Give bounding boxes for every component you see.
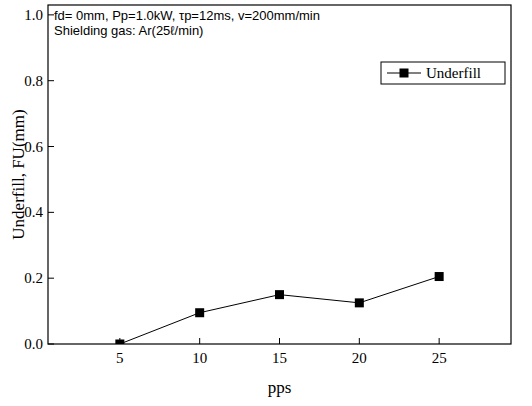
legend-box <box>381 62 505 84</box>
marker <box>435 272 444 281</box>
y-tick-label: 1.0 <box>24 7 43 23</box>
annotation: Shielding gas: Ar(25ℓ/min) <box>54 23 203 38</box>
y-tick <box>48 146 54 147</box>
annotation: fd= 0mm, Pp=1.0kW, τp=12ms, v=200mm/min <box>54 8 320 23</box>
x-tick-label: 15 <box>272 350 287 366</box>
y-tick <box>48 80 54 81</box>
legend-label: Underfill <box>426 65 481 81</box>
y-tick <box>48 344 54 345</box>
y-tick <box>48 212 54 213</box>
chart: 5101520250.00.20.40.60.81.0ppsUnderfill,… <box>0 0 532 406</box>
x-tick-label: 10 <box>192 350 207 366</box>
x-tick-label: 5 <box>116 350 124 366</box>
x-tick <box>359 338 360 344</box>
x-tick <box>199 338 200 344</box>
y-tick-label: 0.0 <box>24 336 43 352</box>
x-tick-label: 25 <box>432 350 447 366</box>
plot-frame <box>48 5 511 344</box>
x-tick <box>439 338 440 344</box>
y-axis-label: Underfill, FU(mm) <box>9 109 28 239</box>
legend-marker <box>400 69 409 78</box>
marker <box>355 298 364 307</box>
marker <box>115 340 124 345</box>
y-tick-label: 0.8 <box>24 73 43 89</box>
x-axis-label: pps <box>268 378 292 397</box>
x-tick-label: 20 <box>352 350 367 366</box>
marker <box>275 290 284 299</box>
y-tick <box>48 278 54 279</box>
data-group <box>115 272 443 344</box>
marker <box>195 308 204 317</box>
x-tick <box>279 338 280 344</box>
legend: Underfill <box>381 62 505 84</box>
series-line <box>120 277 439 344</box>
y-tick-label: 0.2 <box>24 270 43 286</box>
